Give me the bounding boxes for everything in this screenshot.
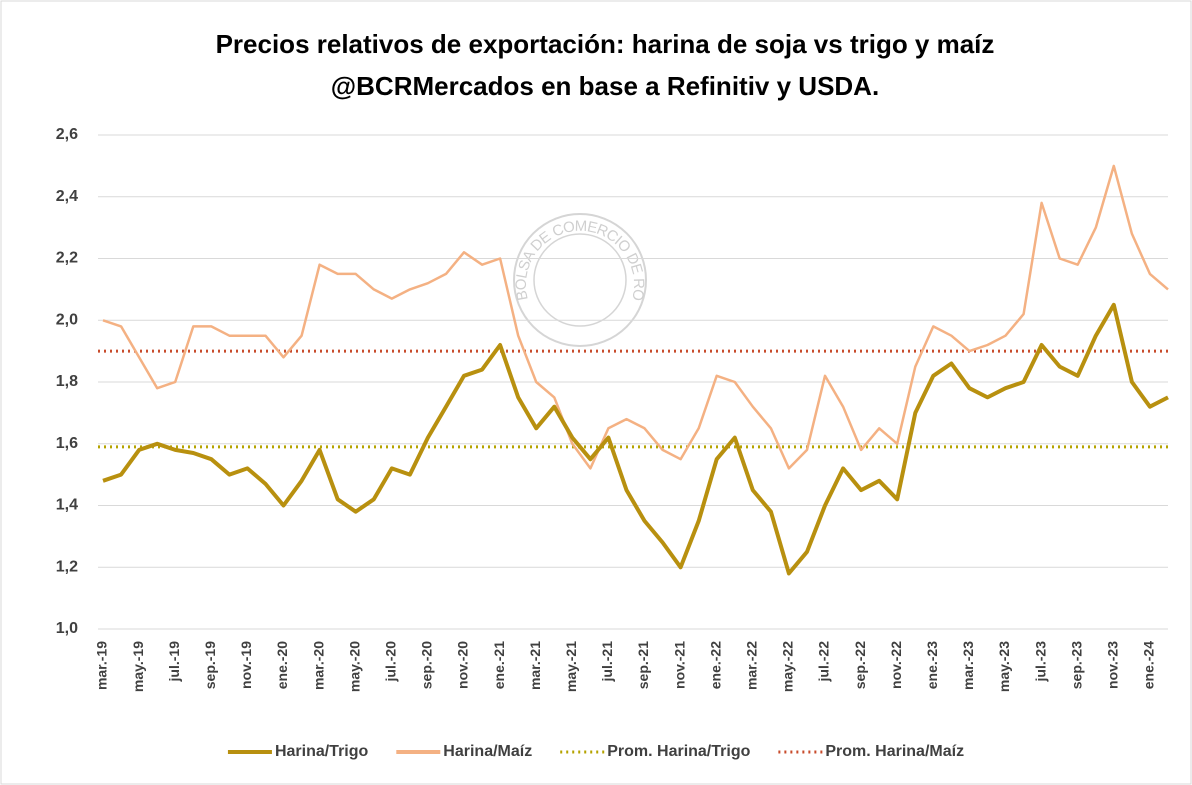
x-tick-label: nov.-19 <box>238 641 254 689</box>
x-tick-label: may.-19 <box>130 641 146 692</box>
x-tick-label: sep.-23 <box>1068 641 1084 689</box>
x-tick-label: mar.-20 <box>310 641 326 690</box>
x-tick-label: nov.-21 <box>671 641 687 689</box>
y-tick-label: 1,8 <box>56 373 78 390</box>
chart-title: Precios relativos de exportación: harina… <box>216 29 995 59</box>
x-tick-label: mar.-21 <box>527 641 543 690</box>
x-tick-label: jul.-19 <box>166 641 182 683</box>
x-tick-label: ene.-23 <box>924 641 940 689</box>
chart-subtitle: @BCRMercados en base a Refinitiv y USDA. <box>331 71 879 101</box>
x-tick-label: sep.-20 <box>419 641 435 689</box>
series-line <box>102 164 1169 470</box>
x-tick-label: nov.-23 <box>1105 641 1121 689</box>
y-tick-label: 2,2 <box>56 250 78 267</box>
x-tick-label: nov.-20 <box>455 641 471 689</box>
x-tick-label: ene.-24 <box>1141 641 1157 689</box>
x-tick-label: ene.-20 <box>274 641 290 689</box>
y-tick-label: 1,0 <box>56 620 78 637</box>
x-tick-label: sep.-21 <box>635 641 651 689</box>
x-tick-label: mar.-23 <box>960 641 976 690</box>
legend: Harina/Trigo Harina/Maíz Prom. Harina/Trig… <box>227 743 964 760</box>
x-tick-label: jul.-22 <box>816 641 832 683</box>
y-tick-label: 2,6 <box>56 126 78 143</box>
legend-label: Harina/Maíz <box>443 743 532 760</box>
x-tick-label: sep.-22 <box>852 641 868 689</box>
x-tick-label: may.-21 <box>563 641 579 692</box>
x-tick-label: ene.-21 <box>491 641 507 689</box>
series-line <box>102 302 1169 576</box>
y-tick-label: 2,0 <box>56 311 78 328</box>
x-tick-label: jul.-23 <box>1032 641 1048 683</box>
x-tick-label: ene.-22 <box>707 641 723 689</box>
x-tick-label: may.-20 <box>346 641 362 692</box>
x-tick-label: jul.-20 <box>383 641 399 683</box>
x-tick-label: may.-22 <box>780 641 796 692</box>
legend-label: Harina/Trigo <box>275 743 369 760</box>
y-tick-label: 1,6 <box>56 435 78 452</box>
x-tick-label: jul.-21 <box>599 641 615 683</box>
x-tick-label: mar.-19 <box>94 641 110 690</box>
x-tick-label: mar.-22 <box>744 641 760 690</box>
x-tick-label: nov.-22 <box>888 641 904 689</box>
y-tick-label: 1,4 <box>56 497 78 514</box>
legend-label: Prom. Harina/Maíz <box>825 743 964 760</box>
legend-label: Prom. Harina/Trigo <box>607 743 750 760</box>
y-tick-label: 2,4 <box>56 188 78 205</box>
x-tick-label: sep.-19 <box>202 641 218 689</box>
y-tick-label: 1,2 <box>56 558 78 575</box>
x-tick-label: may.-23 <box>996 641 1012 692</box>
